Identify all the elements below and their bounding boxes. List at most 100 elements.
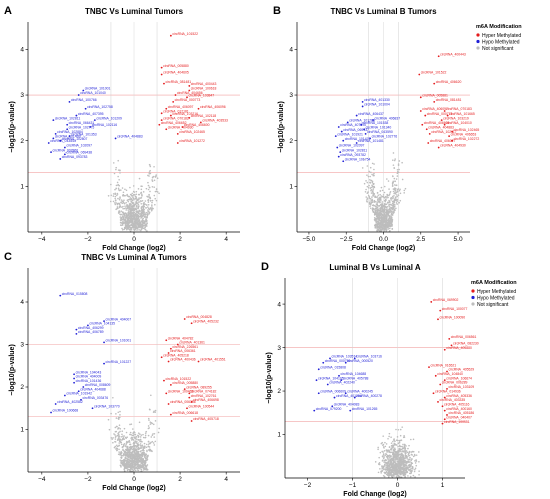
ns-point <box>378 198 381 201</box>
chart-title: Luminal B Vs Luminal A <box>329 263 420 272</box>
sig-point <box>369 137 371 140</box>
point-label: circRNA_103574 <box>332 355 358 359</box>
ns-point <box>378 218 380 220</box>
ns-point <box>393 443 396 446</box>
ns-point <box>125 449 128 452</box>
ns-point <box>401 178 404 181</box>
x-axis-title: Fold Change (log2) <box>352 245 415 252</box>
sig-point <box>73 373 75 376</box>
ns-point <box>122 448 124 451</box>
point-label: circRNA_093783 <box>62 155 88 159</box>
point-label: circRNA_102811 <box>342 148 367 152</box>
y-tick-label: 3 <box>277 345 281 352</box>
ns-point <box>116 439 119 441</box>
point-label: circRNA_406653 <box>451 132 477 136</box>
point-label: circRNA_101522 <box>421 71 447 75</box>
legend-swatch <box>476 33 480 37</box>
ns-point <box>371 181 374 184</box>
ns-point <box>382 446 385 448</box>
ns-point <box>387 180 390 182</box>
sig-point <box>315 379 318 382</box>
ns-point <box>137 211 140 214</box>
point-label: circRNA_104688 <box>341 372 367 376</box>
ns-point <box>387 459 390 461</box>
ns-point <box>394 189 397 192</box>
sig-point <box>163 379 165 382</box>
point-label: circRNA_016521 <box>431 363 457 367</box>
ns-point <box>378 227 380 229</box>
ns-point <box>136 211 138 214</box>
ns-point <box>399 472 401 474</box>
ns-point <box>402 464 405 467</box>
ns-point <box>147 184 150 187</box>
ns-point <box>147 417 150 420</box>
ns-point <box>145 443 148 446</box>
ns-point <box>115 413 117 415</box>
ns-point <box>133 198 135 201</box>
ns-point <box>110 194 113 197</box>
point-label: circRNA_404656 <box>177 91 203 95</box>
ns-point <box>128 228 131 231</box>
ns-point <box>370 201 373 204</box>
x-tick-label: 0 <box>132 236 136 243</box>
ns-point <box>391 447 393 450</box>
ns-point <box>145 465 148 467</box>
ns-point <box>366 198 368 201</box>
ns-point <box>145 430 148 433</box>
sig-point <box>190 420 193 422</box>
sig-point <box>349 409 352 412</box>
ns-point <box>118 198 121 201</box>
ns-point <box>122 454 125 457</box>
ns-point <box>141 213 143 215</box>
point-label: circRNA_101522 <box>172 32 198 36</box>
ns-point <box>377 220 379 223</box>
sig-point <box>82 386 85 388</box>
point-label: circRNA_102761 <box>191 394 217 398</box>
point-label: circRNA_070183 <box>446 107 472 111</box>
ns-point <box>127 210 130 213</box>
ns-point <box>389 220 392 223</box>
ns-point <box>148 186 151 189</box>
ns-point <box>398 456 400 459</box>
point-label: circRNA_405529 <box>449 368 475 372</box>
ns-point <box>384 445 387 448</box>
ns-point <box>143 464 146 466</box>
ns-point <box>418 474 420 476</box>
ns-point <box>124 205 126 207</box>
ns-point <box>129 199 132 201</box>
ns-point <box>148 208 151 211</box>
ns-point <box>414 460 416 462</box>
ns-point <box>120 457 123 459</box>
ns-point <box>138 225 141 227</box>
ns-point <box>140 457 143 459</box>
ns-point <box>112 437 114 439</box>
ns-point <box>385 209 388 211</box>
ns-point <box>393 439 395 441</box>
ns-point <box>381 202 383 205</box>
ns-point <box>384 454 386 457</box>
ns-point <box>120 450 122 453</box>
sig-point <box>425 128 428 131</box>
ns-point <box>399 456 402 458</box>
ns-point <box>129 206 132 209</box>
ns-point <box>414 468 416 471</box>
ns-point <box>393 177 396 180</box>
ns-point <box>405 452 407 455</box>
x-tick-label: 0 <box>396 482 400 489</box>
sig-point <box>186 96 188 99</box>
x-tick-label: −2 <box>304 482 312 489</box>
ns-point <box>119 219 122 222</box>
point-label: circRNA_406097 <box>422 107 448 111</box>
ns-point <box>141 224 144 226</box>
ns-point <box>132 460 134 463</box>
ns-point <box>124 459 126 461</box>
ns-point <box>411 470 414 472</box>
ns-point <box>393 194 395 197</box>
point-label: circRNA_404883 <box>428 125 454 129</box>
ns-point <box>397 188 400 190</box>
ns-point <box>142 448 144 451</box>
ns-point <box>147 443 150 445</box>
ns-point <box>124 194 126 197</box>
x-axis-title: Fold Change (log2) <box>343 491 406 498</box>
ns-point <box>369 200 371 202</box>
